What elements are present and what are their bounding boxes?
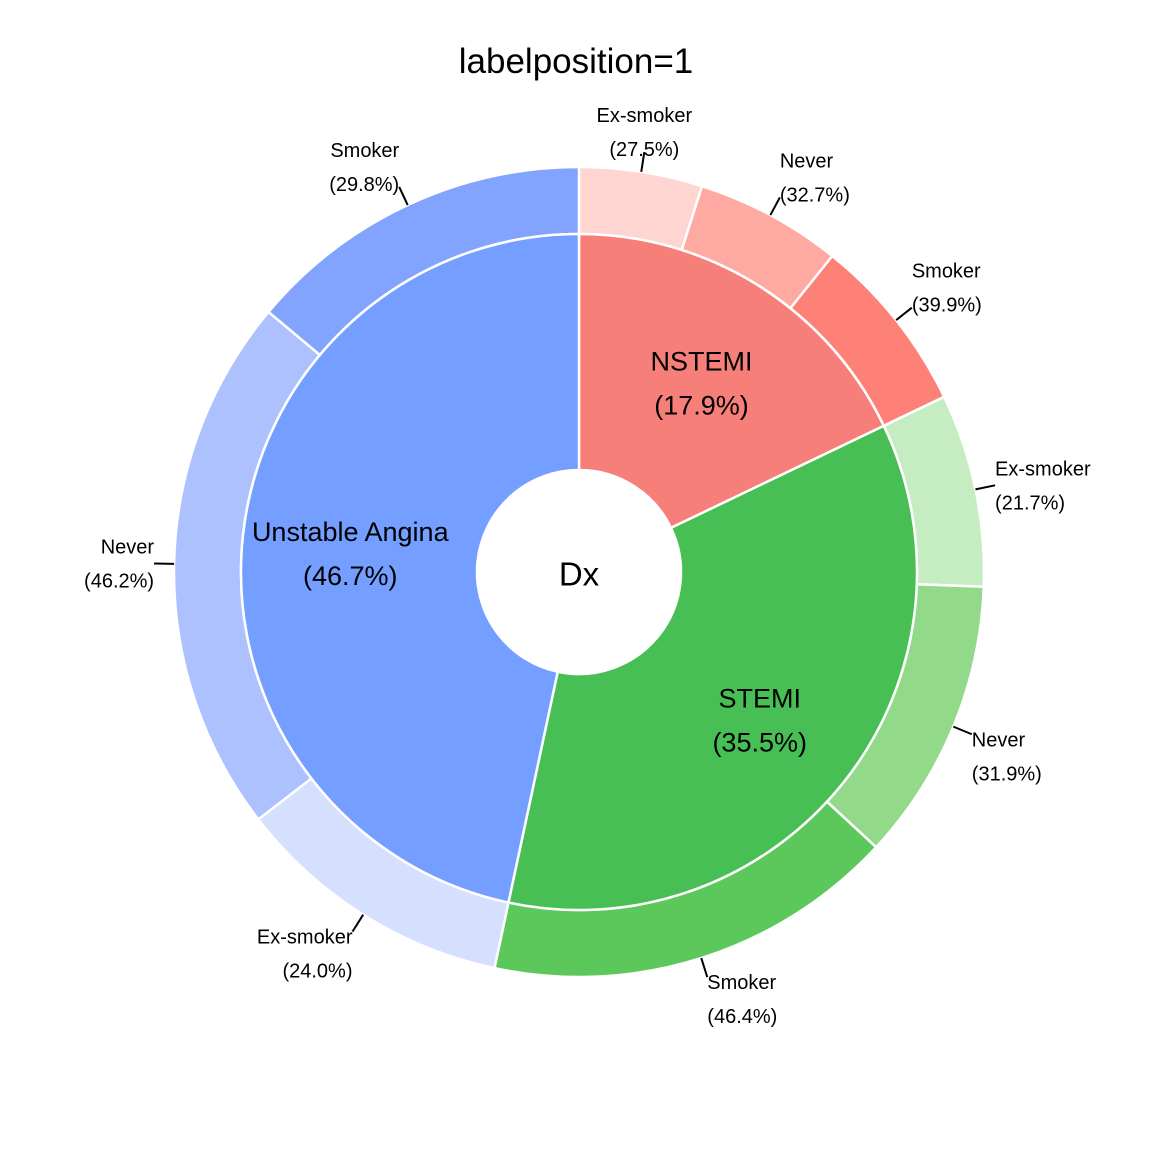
outer-percent-stemi-smoker: (46.4%) [707,1006,777,1028]
outer-label-nstemi-never: Never [780,150,834,172]
center-hole [477,470,681,674]
inner-labels: NSTEMI (17.9%) STEMI (35.5%) Unstable Angina… [252,346,807,757]
outer-percent-nstemi-never: (32.7%) [780,184,850,206]
outer-label-unstable-angina-ex-smoker: Ex-smoker [257,927,353,949]
inner-percent-nstemi: (17.9%) [654,390,749,420]
outer-percent-nstemi-ex-smoker: (27.5%) [609,139,679,161]
leader-line-stemi-never [952,725,973,736]
leader-line-stemi-ex-smoker [975,484,996,491]
outer-label-unstable-angina-never: Never [101,536,155,558]
outer-label-nstemi-ex-smoker: Ex-smoker [597,105,693,127]
inner-percent-stemi: (35.5%) [712,727,807,757]
outer-labels: Ex-smoker (27.5%) Never (32.7%) Smoker (39.9%… [84,105,1091,1028]
chart-title: labelposition=1 [458,42,694,81]
inner-percent-unstable-angina: (46.7%) [303,561,398,591]
leader-line-unstable-angina-smoker [398,186,409,206]
outer-label-nstemi-smoker: Smoker [912,261,981,283]
outer-percent-stemi-ex-smoker: (21.7%) [995,492,1065,514]
outer-label-stemi-smoker: Smoker [707,972,776,994]
outer-label-stemi-never: Never [972,729,1026,751]
leader-line-nstemi-smoker [895,306,913,321]
inner-ring [239,232,919,912]
center-label: Dx [559,556,600,593]
outer-label-stemi-ex-smoker: Ex-smoker [995,458,1091,480]
outer-percent-nstemi-smoker: (39.9%) [912,295,982,317]
outer-percent-unstable-angina-smoker: (29.8%) [329,174,399,196]
outer-label-unstable-angina-smoker: Smoker [330,140,399,162]
outer-percent-unstable-angina-never: (46.2%) [84,570,154,592]
outer-percent-stemi-never: (31.9%) [972,763,1042,785]
inner-label-unstable-angina: Unstable Angina [252,517,450,547]
inner-label-nstemi: NSTEMI [651,346,753,376]
leader-line-nstemi-ex-smoker [640,151,646,172]
outer-ring [172,165,986,979]
leader-line-nstemi-never [769,196,781,216]
outer-percent-unstable-angina-ex-smoker: (24.0%) [282,961,352,983]
leader-line-stemi-smoker [700,957,709,978]
leader-line-unstable-angina-ex-smoker [351,914,365,933]
inner-label-stemi: STEMI [718,683,801,713]
